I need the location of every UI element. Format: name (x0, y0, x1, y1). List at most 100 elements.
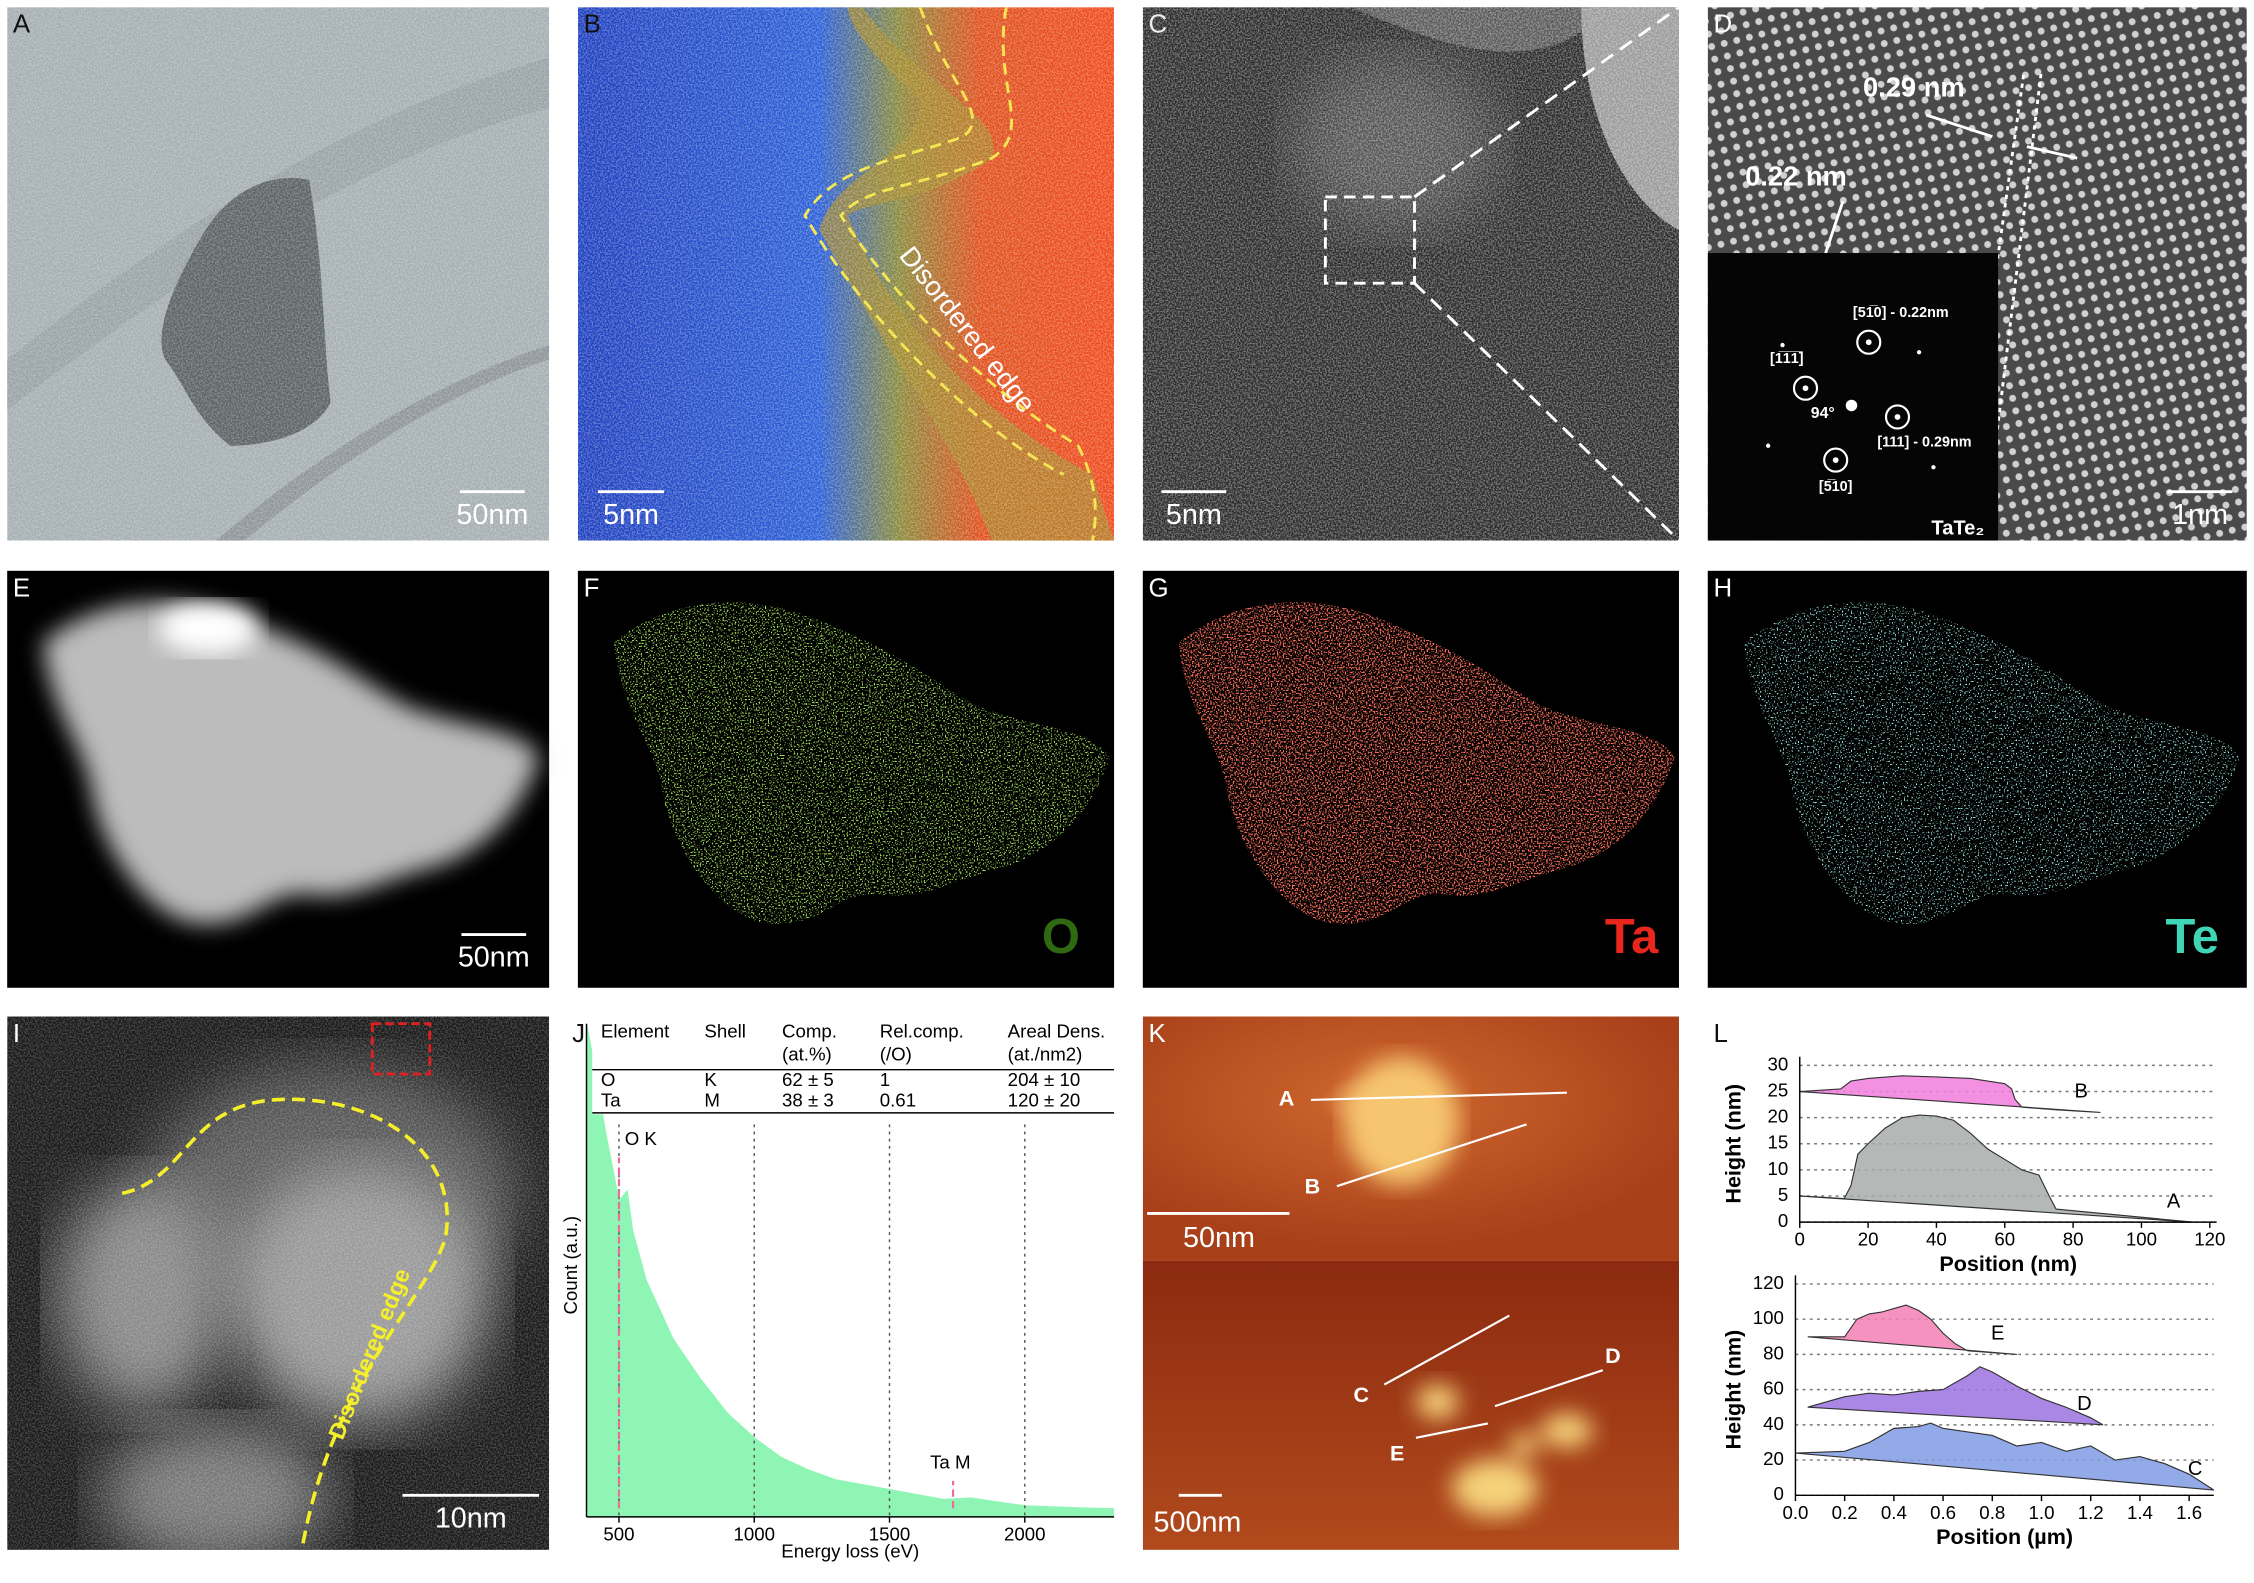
table-bg (592, 1016, 1115, 1115)
graphic (1780, 342, 1785, 348)
x-tick-label: 1.6 (2176, 1502, 2202, 1523)
edge-label: Ta M (930, 1452, 970, 1473)
table-cell: K (704, 1069, 717, 1090)
graphic (1765, 443, 1771, 448)
panel-i-image (7, 1016, 550, 1550)
panel-g-image (1142, 570, 1679, 988)
graphic (1792, 329, 1911, 473)
y-tick-label: 60 (1763, 1378, 1784, 1399)
panel-d-image (1707, 7, 2247, 541)
graphic (577, 7, 1115, 541)
table-header: (at.%) (782, 1043, 832, 1064)
profile-label: B (1305, 1173, 1321, 1198)
x-tick-label: 500 (603, 1523, 634, 1544)
y-tick-label: 10 (1767, 1158, 1788, 1179)
y-axis-label: Count (a.u.) (560, 1216, 581, 1315)
graphic (1509, 1433, 1539, 1457)
panel-label: I (13, 1020, 20, 1048)
x-tick-label: 0 (1795, 1229, 1805, 1250)
panel-h-image (1707, 570, 2247, 988)
graphic (1884, 404, 1911, 430)
profile (1799, 1075, 2101, 1113)
scale-bar-label: 50nm (456, 499, 528, 531)
x-axis-label: Energy loss (eV) (781, 1541, 919, 1562)
x-axis-label: Position (µm) (1936, 1524, 2073, 1549)
x-tick-label: 1000 (733, 1523, 775, 1544)
graphic (1916, 350, 1922, 355)
series-label: E (1991, 1323, 2004, 1345)
y-tick-label: 120 (1753, 1272, 1784, 1293)
panel-a-image (7, 7, 550, 541)
profile-label: D (1605, 1343, 1621, 1368)
y-tick-label: 80 (1763, 1342, 1784, 1363)
panel-label: C (1149, 11, 1168, 39)
graphic (1451, 1459, 1539, 1517)
table-header: Rel.comp. (880, 1020, 964, 1041)
graphic (370, 1022, 432, 1076)
spectrum-line (585, 1023, 1115, 1510)
spot-label: [1̅1̅1̅] (1770, 351, 1804, 367)
graphic (1824, 200, 1845, 254)
y-tick-label: 5 (1778, 1184, 1788, 1205)
scale-bar-label: 5nm (1166, 499, 1222, 531)
element-label: O (1042, 910, 1080, 964)
table-header: Shell (704, 1020, 746, 1041)
x-tick-label: 20 (1858, 1229, 1879, 1250)
panel-label: B (584, 11, 601, 39)
x-tick-label: 80 (2063, 1229, 2084, 1250)
x-tick-label: 100 (2126, 1229, 2157, 1250)
graphic (1832, 457, 1839, 463)
y-tick-label: 30 (1767, 1053, 1788, 1074)
graphic (1310, 1091, 1567, 1101)
table-header: Comp. (782, 1020, 837, 1041)
table-header: Element (601, 1020, 670, 1041)
graphic (1802, 385, 1809, 392)
graphic (121, 1097, 449, 1550)
panel-label: K (1149, 1020, 1166, 1048)
table-cell: 38 ± 3 (782, 1089, 834, 1110)
profile-label: E (1390, 1441, 1404, 1466)
x-tick-label: 0.0 (1782, 1502, 1808, 1523)
y-tick-label: 25 (1767, 1079, 1788, 1100)
graphic (1894, 414, 1901, 420)
y-tick-label: 20 (1767, 1106, 1788, 1127)
graphic (43, 602, 540, 924)
graphic (1931, 465, 1936, 470)
table-header: (/O) (880, 1043, 912, 1064)
x-axis-label: Position (nm) (1939, 1251, 2077, 1276)
graphic (1865, 339, 1872, 346)
graphic (2026, 145, 2078, 160)
material-label: TaTe₂ (1931, 517, 1984, 539)
graphic (1336, 1123, 1527, 1188)
panel-b-image (577, 7, 1115, 541)
graphic (1142, 1260, 1679, 1550)
panel-label: F (584, 574, 600, 602)
panel-f-image (577, 570, 1115, 988)
x-tick-label: 1.0 (2029, 1502, 2055, 1523)
scale-bar-label: 50nm (1183, 1222, 1255, 1254)
scale-bar-label: 5nm (603, 499, 659, 531)
scale-bar-label: 10nm (435, 1502, 507, 1534)
graphic (1415, 1422, 1489, 1439)
panel-label: G (1149, 574, 1169, 602)
table-cell: Ta (601, 1089, 621, 1110)
profile (1799, 1114, 2193, 1223)
table-cell: M (704, 1089, 720, 1110)
x-tick-label: 1.4 (2127, 1502, 2153, 1523)
panel-label: H (1714, 574, 1733, 602)
y-axis-label: Height (nm) (1721, 1084, 1746, 1204)
y-tick-label: 20 (1763, 1448, 1784, 1469)
scale-bar-label: 500nm (1153, 1507, 1241, 1539)
table-cell: 0.61 (880, 1089, 916, 1110)
spot-label: [51̅0] - 0.22nm (1853, 305, 1949, 321)
table-header: Areal Dens. (1008, 1020, 1106, 1041)
x-tick-label: 0.6 (1930, 1502, 1956, 1523)
x-tick-label: 2000 (1004, 1523, 1046, 1544)
graphic (1383, 1314, 1510, 1386)
y-tick-label: 40 (1763, 1413, 1784, 1434)
panel-label: E (13, 574, 30, 602)
graphic (1856, 329, 1882, 355)
panel-label: A (13, 11, 31, 39)
scale-bar-label: 1nm (2172, 499, 2228, 531)
